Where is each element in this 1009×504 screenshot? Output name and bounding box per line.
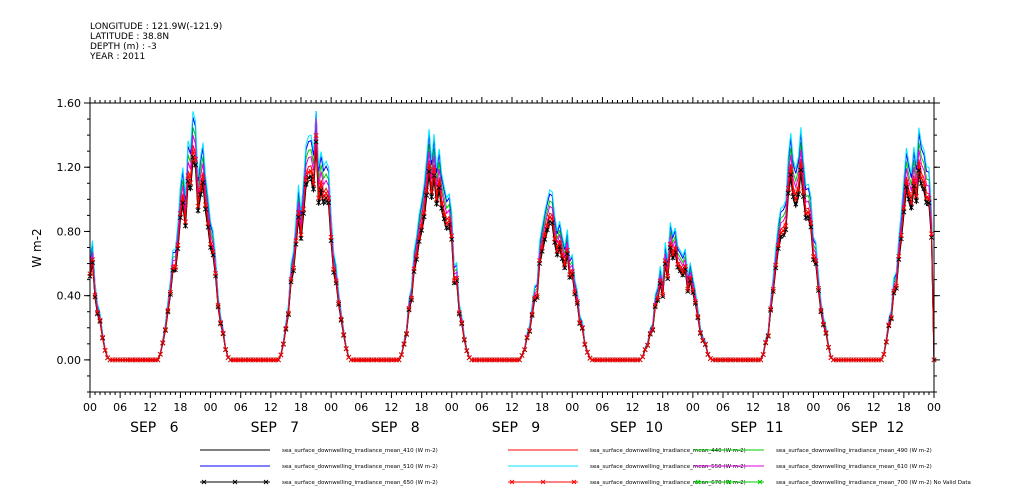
x-tick-label: 00: [445, 401, 459, 414]
legend: sea_surface_downwelling_irradiance_mean_…: [200, 448, 971, 486]
series-line-4: [89, 110, 935, 361]
legend-label: sea_surface_downwelling_irradiance_mean_…: [282, 464, 438, 470]
x-tick-label: 00: [204, 401, 218, 414]
legend-marker: [757, 479, 763, 485]
date-label: SEP 6: [130, 420, 179, 436]
x-tick-label: 18: [897, 401, 911, 414]
legend-marker: [232, 479, 238, 485]
x-tick-label: 00: [565, 401, 579, 414]
x-tick-label: 06: [475, 401, 489, 414]
x-tick-label: 12: [505, 401, 519, 414]
y-tick-label: 0.80: [57, 225, 82, 238]
x-tick-label: 18: [535, 401, 549, 414]
legend-marker: [695, 479, 701, 485]
y-tick-label: 0.00: [57, 354, 82, 367]
x-tick-label: 12: [143, 401, 157, 414]
date-label: SEP 7: [251, 420, 299, 436]
series-line-1: [89, 129, 935, 361]
x-tick-label: 18: [776, 401, 790, 414]
latitude-label: LATITUDE : 38.8N: [90, 32, 170, 42]
x-tick-label: 06: [113, 401, 127, 414]
series-line-0: [89, 146, 935, 361]
legend-label: sea_surface_downwelling_irradiance_mean_…: [590, 464, 746, 470]
legend-marker: [509, 479, 515, 485]
x-tick-label: 12: [384, 401, 398, 414]
x-tick-label: 00: [927, 401, 941, 414]
legend-label: sea_surface_downwelling_irradiance_mean_…: [776, 448, 932, 454]
date-label: SEP 8: [371, 420, 419, 436]
y-tick-label: 1.60: [57, 97, 82, 110]
legend-label: sea_surface_downwelling_irradiance_mean_…: [590, 448, 746, 454]
x-tick-label: 18: [294, 401, 308, 414]
x-tick-label: 06: [595, 401, 609, 414]
x-tick-label: 06: [354, 401, 368, 414]
legend-marker: [540, 479, 546, 485]
legend-label: sea_surface_downwelling_irradiance_mean_…: [590, 480, 746, 486]
series-line-5: [89, 118, 935, 361]
legend-marker: [201, 479, 207, 485]
y-tick-label: 1.20: [57, 161, 82, 174]
x-tick-label: 00: [324, 401, 338, 414]
y-tick-label: 0.40: [57, 290, 82, 303]
date-label: SEP 10: [610, 420, 663, 436]
plot-frame: [89, 102, 935, 393]
x-tick-label: 12: [626, 401, 640, 414]
x-tick-label: 12: [746, 401, 760, 414]
legend-label: sea_surface_downwelling_irradiance_mean_…: [776, 480, 971, 486]
axes: 0.00 0.40 0.80 1.20 1.60 00 06 12 18 00 06 12 18 00 06…: [57, 97, 941, 436]
x-tick-label: 18: [415, 401, 429, 414]
legend-label: sea_surface_downwelling_irradiance_mean_…: [282, 480, 438, 486]
x-tick-label: 12: [264, 401, 278, 414]
series-line-2: [89, 110, 935, 361]
legend-marker: [726, 479, 732, 485]
date-label: SEP 12: [851, 420, 904, 436]
depth-label: DEPTH (m) : -3: [90, 42, 157, 52]
dataset-header: LONGITUDE : 121.9W(-121.9) LATITUDE : 38…: [90, 22, 222, 62]
series-line-7: [89, 135, 935, 361]
x-tick-label: 18: [656, 401, 670, 414]
x-tick-label: 00: [83, 401, 97, 414]
plot-lines: [89, 110, 935, 361]
year-label: YEAR : 2011: [90, 52, 146, 62]
x-tick-label: 00: [806, 401, 820, 414]
x-tick-label: 12: [867, 401, 881, 414]
legend-marker: [263, 479, 269, 485]
date-label: SEP 9: [492, 420, 540, 436]
x-tick-label: 06: [234, 401, 248, 414]
x-tick-label: 18: [173, 401, 187, 414]
legend-label: sea_surface_downwelling_irradiance_mean_…: [282, 448, 438, 454]
longitude-label: LONGITUDE : 121.9W(-121.9): [90, 22, 223, 32]
x-tick-label: 06: [716, 401, 730, 414]
legend-label: sea_surface_downwelling_irradiance_mean_…: [776, 464, 932, 470]
series-line-6: [89, 141, 935, 361]
y-axis-label: W m-2: [30, 228, 44, 267]
legend-marker: [571, 479, 577, 485]
x-tick-label: 06: [837, 401, 851, 414]
series-line-3: [89, 110, 935, 361]
x-tick-label: 00: [686, 401, 700, 414]
date-label: SEP 11: [731, 420, 784, 436]
